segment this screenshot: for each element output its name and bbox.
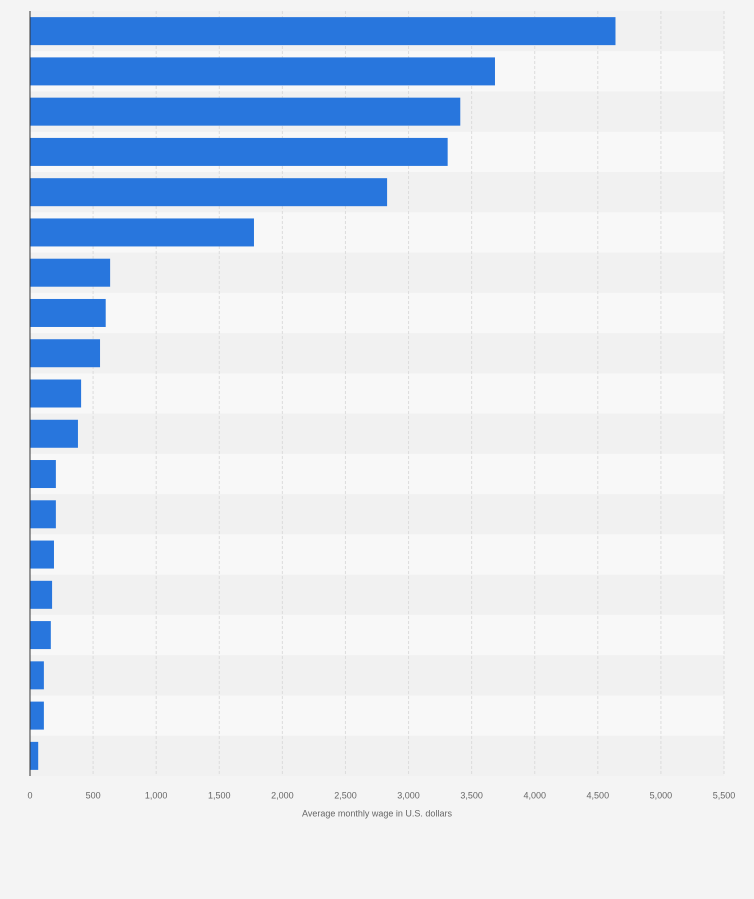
bar	[30, 621, 51, 650]
row-band	[30, 534, 724, 575]
row-band	[30, 494, 724, 535]
x-axis-label: Average monthly wage in U.S. dollars	[302, 808, 452, 818]
row-band	[30, 333, 724, 374]
row-band	[30, 695, 724, 736]
row-band	[30, 735, 724, 776]
x-tick-label: 4,500	[587, 790, 610, 800]
x-tick-label: 3,500	[460, 790, 483, 800]
bar	[30, 580, 53, 609]
bar	[30, 17, 616, 46]
bar	[30, 339, 101, 368]
bar	[30, 540, 54, 569]
x-tick-label: 4,000	[523, 790, 546, 800]
bar	[30, 258, 111, 287]
row-band	[30, 413, 724, 454]
x-tick-label: 1,000	[145, 790, 168, 800]
bar	[30, 57, 495, 86]
x-tick-label: 0	[27, 790, 32, 800]
bar	[30, 178, 388, 207]
row-band	[30, 614, 724, 656]
bar	[30, 218, 254, 247]
x-tick-label: 500	[86, 790, 101, 800]
x-tick-label: 2,000	[271, 790, 294, 800]
row-band	[30, 373, 724, 414]
bar	[30, 661, 44, 690]
x-tick-label: 5,000	[650, 790, 673, 800]
bar	[30, 419, 78, 448]
bar	[30, 97, 461, 126]
x-tick-label: 5,500	[713, 790, 736, 800]
bar	[30, 500, 56, 529]
row-band	[30, 453, 724, 495]
bar	[30, 379, 82, 408]
x-tick-label: 2,500	[334, 790, 357, 800]
row-band	[30, 574, 724, 615]
bar	[30, 298, 106, 327]
bar	[30, 701, 44, 730]
x-tick-label: 3,000	[397, 790, 420, 800]
bar	[30, 137, 448, 166]
row-band	[30, 655, 724, 696]
row-band	[30, 292, 724, 334]
bar	[30, 741, 39, 770]
bar	[30, 460, 56, 489]
row-band	[30, 252, 724, 293]
x-tick-label: 1,500	[208, 790, 231, 800]
